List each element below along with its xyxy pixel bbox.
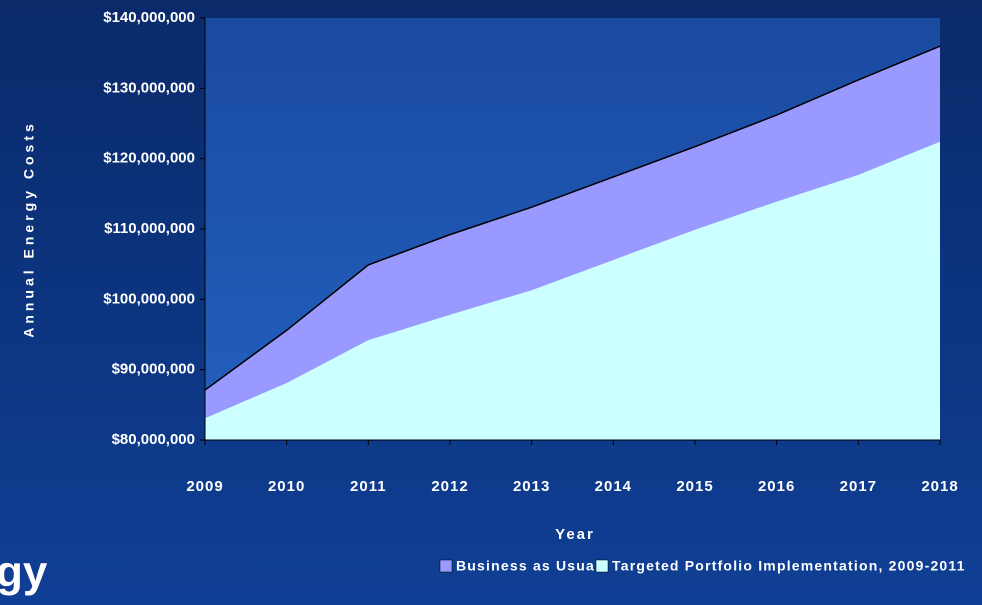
x-tick-label: 2013: [513, 478, 550, 495]
x-tick-label: 2011: [350, 478, 387, 495]
y-tick-label: $80,000,000: [112, 431, 195, 448]
x-tick-label: 2010: [268, 478, 305, 495]
legend-swatch: [595, 559, 609, 573]
area: [205, 141, 940, 440]
legend-swatch: [439, 559, 453, 573]
legend-label: Business as Usual: [456, 558, 600, 574]
y-axis-label: Annual Energy Costs: [21, 120, 37, 338]
y-tick-label: $140,000,000: [103, 9, 195, 26]
legend-label: Targeted Portfolio Implementation, 2009-…: [612, 558, 966, 574]
x-tick-label: 2016: [758, 478, 795, 495]
slide-title-fragment: gy: [0, 548, 48, 597]
area-top-line: [204, 45, 941, 391]
y-tick-label: $90,000,000: [112, 361, 195, 378]
y-tick-label: $120,000,000: [103, 150, 195, 167]
x-tick-label: 2018: [921, 478, 958, 495]
x-tick-label: 2014: [595, 478, 632, 495]
x-tick-label: 2012: [431, 478, 468, 495]
x-tick-label: 2017: [840, 478, 877, 495]
y-tick-label: $100,000,000: [103, 290, 195, 307]
x-tick-label: 2015: [676, 478, 713, 495]
y-tick-label: $130,000,000: [103, 79, 195, 96]
x-tick-label: 2009: [186, 478, 223, 495]
x-axis-label: Year: [555, 526, 595, 543]
y-tick-label: $110,000,000: [104, 220, 195, 237]
